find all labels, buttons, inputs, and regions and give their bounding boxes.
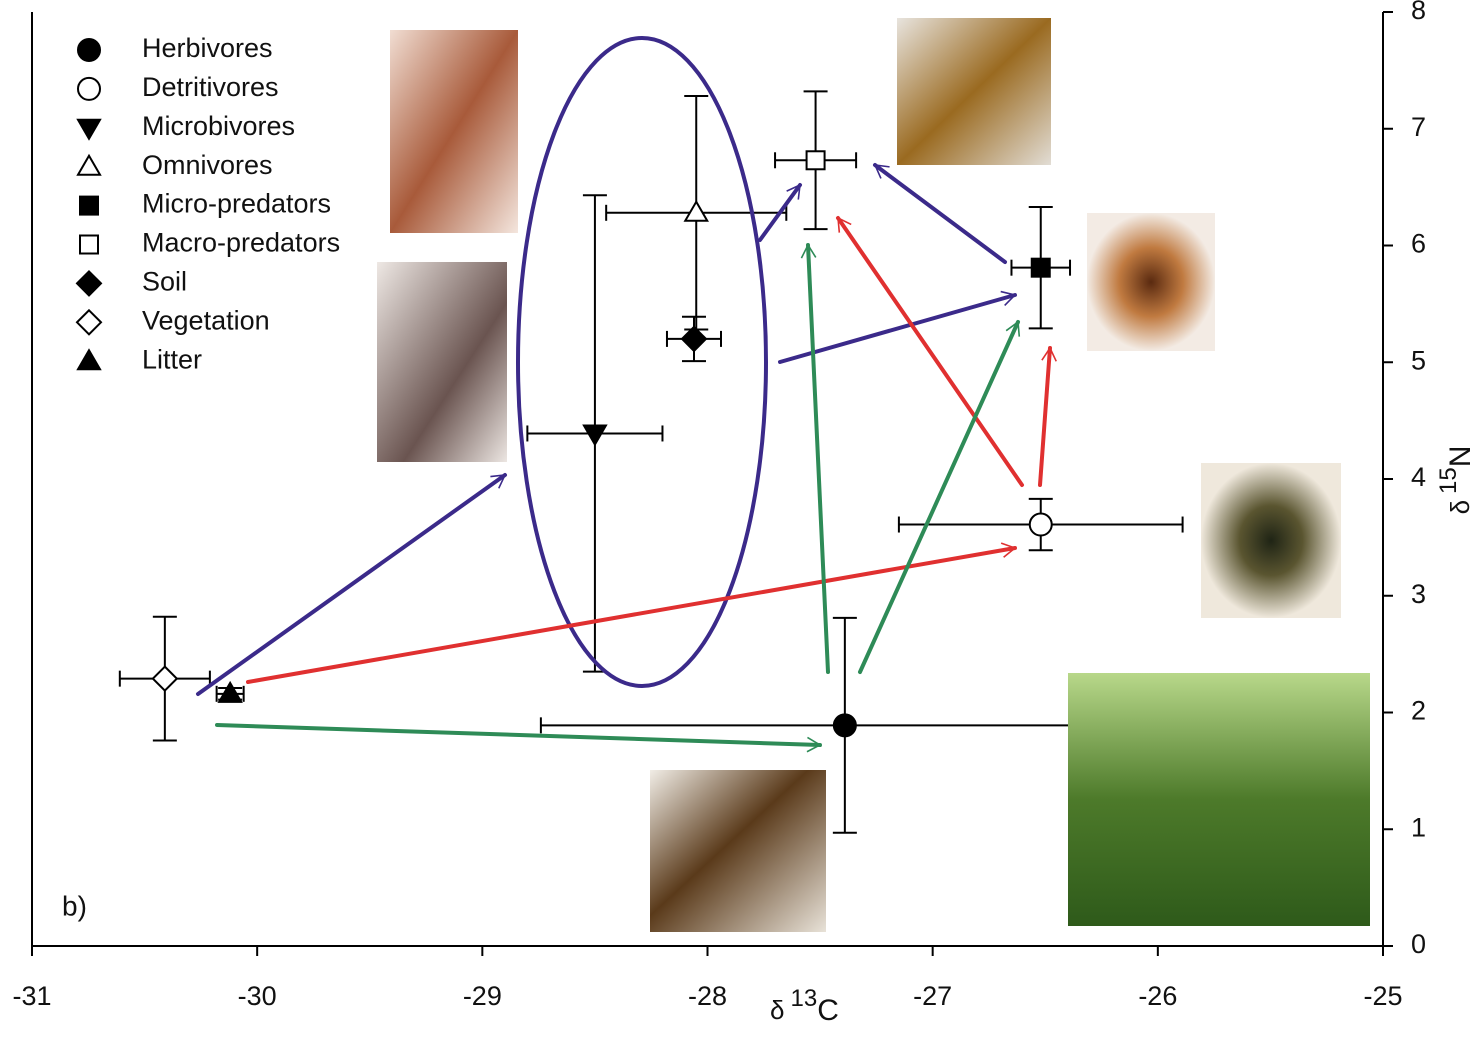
x-tick-label: -27 xyxy=(913,981,952,1011)
y-label-sup: 15 xyxy=(1435,467,1462,494)
arrow xyxy=(758,183,802,242)
x-label-main: C xyxy=(817,994,839,1027)
arrow xyxy=(873,163,1007,264)
point xyxy=(217,680,243,703)
point xyxy=(1028,512,1053,537)
x-axis-label: δ 13C xyxy=(770,985,839,1027)
legend-label: Macro-predators xyxy=(142,228,340,258)
legend-label: Microbivores xyxy=(142,111,295,141)
photo xyxy=(377,262,507,462)
x-tick-label: -28 xyxy=(688,981,727,1011)
legend-marker xyxy=(76,118,102,141)
legend-label: Micro-predators xyxy=(142,189,331,219)
y-tick-label: 8 xyxy=(1411,0,1426,25)
arrow xyxy=(1038,346,1057,487)
y-tick-label: 5 xyxy=(1411,345,1426,375)
arrow xyxy=(858,320,1021,674)
arrow xyxy=(800,243,830,674)
photo xyxy=(1201,463,1341,618)
arrow xyxy=(778,290,1017,364)
photos xyxy=(377,18,1370,932)
photo xyxy=(1068,673,1370,926)
x-tick-label: -26 xyxy=(1138,981,1177,1011)
point xyxy=(683,199,709,222)
point xyxy=(680,325,708,353)
legend-label: Herbivores xyxy=(142,33,273,63)
x-tick-label: -30 xyxy=(238,981,277,1011)
photo xyxy=(650,770,826,932)
y-label-prefix: δ xyxy=(1445,500,1475,514)
legend: Herbivores Detritivores Microbivores Omnivo… xyxy=(75,33,340,374)
axes: -31 -30 -29 -28 -27 -26 -25 0 1 2 3 4 5 6 7 8 xyxy=(12,0,1426,1011)
legend-marker xyxy=(77,76,101,101)
y-axis-label: δ 15N xyxy=(1435,446,1476,515)
legend-label: Detritivores xyxy=(142,72,279,102)
legend-marker xyxy=(77,38,101,62)
group-ellipse xyxy=(516,36,768,688)
x-tick-label: -29 xyxy=(463,981,502,1011)
legend-marker xyxy=(76,153,102,176)
legend-marker xyxy=(79,234,99,255)
y-tick-label: 0 xyxy=(1411,929,1426,959)
panel-label: b) xyxy=(62,890,87,921)
x-tick-label: -31 xyxy=(12,981,51,1011)
arrow xyxy=(836,216,1024,487)
legend-label: Vegetation xyxy=(142,305,270,335)
photo xyxy=(1087,213,1215,351)
y-tick-label: 6 xyxy=(1411,229,1426,259)
photo xyxy=(897,18,1051,165)
legend-marker xyxy=(75,269,103,297)
photo xyxy=(390,30,518,233)
x-label-prefix: δ xyxy=(770,995,784,1025)
y-tick-label: 2 xyxy=(1411,696,1426,726)
flows xyxy=(196,36,1057,753)
legend-label: Omnivores xyxy=(142,150,273,180)
arrow xyxy=(215,723,822,753)
point xyxy=(1030,257,1051,278)
y-label-main: N xyxy=(1444,446,1476,468)
y-tick-label: 4 xyxy=(1411,462,1426,492)
y-tick-label: 7 xyxy=(1411,112,1426,142)
y-tick-label: 1 xyxy=(1411,812,1426,842)
arrow xyxy=(196,473,507,696)
point xyxy=(151,665,179,693)
data xyxy=(118,90,1184,834)
x-label-sup: 13 xyxy=(790,985,817,1012)
point xyxy=(582,424,608,447)
legend-marker xyxy=(75,308,103,336)
x-tick-label: -25 xyxy=(1363,981,1402,1011)
legend-label: Litter xyxy=(142,344,202,374)
legend-marker xyxy=(76,348,102,371)
arrow xyxy=(246,542,1017,684)
legend-label: Soil xyxy=(142,267,187,297)
legend-marker xyxy=(79,195,99,216)
y-tick-label: 3 xyxy=(1411,579,1426,609)
point xyxy=(805,150,826,171)
point xyxy=(832,713,857,738)
